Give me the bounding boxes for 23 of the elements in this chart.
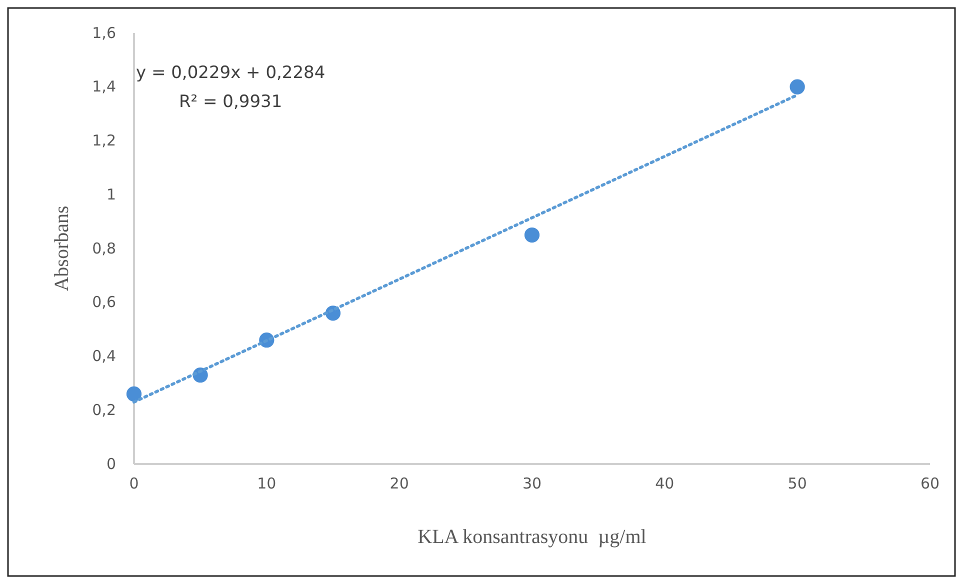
point (126, 386, 142, 402)
x-tick-label: 20 (390, 474, 409, 493)
y-tick-label: 1,6 (92, 24, 116, 42)
x-axis-title: KLA konsantrasyonu µg/ml (418, 526, 647, 548)
point (524, 227, 540, 243)
y-tick-label: 0,8 (92, 239, 116, 258)
y-axis-title: Absorbans (51, 206, 73, 292)
annotation: y = 0,0229x + 0,2284 (136, 63, 326, 83)
x-tick-label: 0 (129, 474, 139, 493)
y-tick-label: 0,4 (92, 347, 116, 366)
y-tick-label: 1,4 (92, 78, 116, 96)
x-tick-label: 30 (522, 474, 542, 493)
annotation: R² = 0,9931 (179, 92, 282, 112)
x-tick-label: 10 (257, 474, 276, 493)
point (790, 79, 805, 94)
y-tick-label: 0,2 (92, 400, 116, 419)
x-tick-label: 60 (920, 474, 940, 493)
x-tick-label: 40 (655, 474, 674, 493)
y-tick-label: 0,6 (92, 293, 116, 312)
y-tick-label: 1,2 (92, 132, 116, 150)
y-tick-label: 1 (106, 185, 116, 204)
y-tick-label: 0 (106, 454, 116, 473)
x-tick-label: 50 (788, 474, 807, 493)
